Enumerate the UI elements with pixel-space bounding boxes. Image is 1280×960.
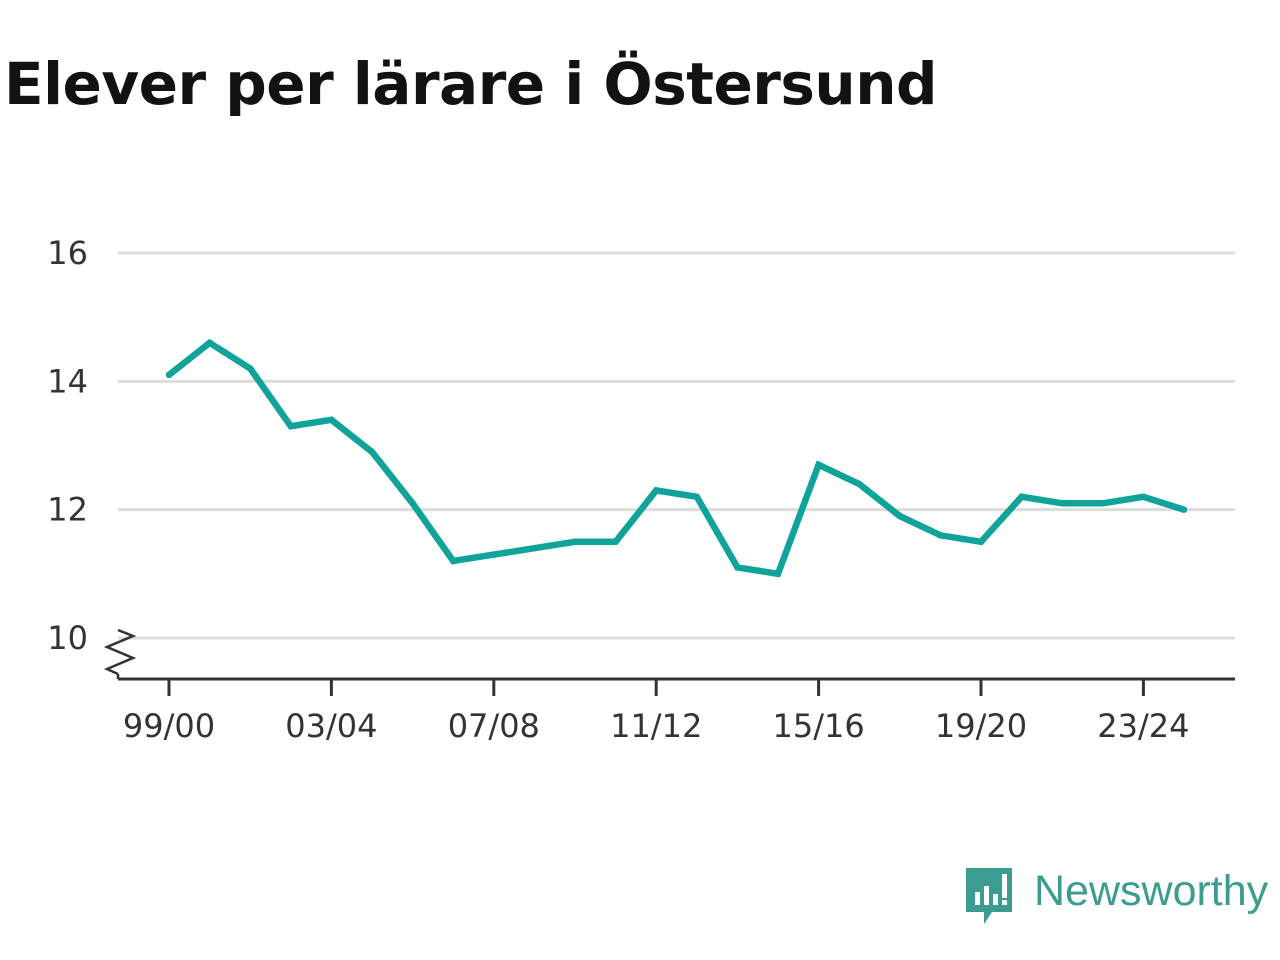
- data-point-06-07: [449, 557, 457, 565]
- data-point-01-02: [246, 365, 254, 372]
- brand-name: Newsworthy: [1034, 867, 1269, 915]
- series-line-0: [166, 338, 1185, 578]
- x-tick-label-23-24: 23/24: [1097, 707, 1189, 745]
- x-tick-label-07-08: 07/08: [448, 707, 540, 745]
- x-axis-tick-labels: 99/00 03/04 07/08 11/12 15/16 19/20 23/24: [123, 679, 1190, 745]
- y-tick-label-12: 12: [47, 491, 88, 529]
- data-point-04-05: [368, 448, 376, 456]
- data-point-22-23: [1099, 500, 1107, 507]
- gridlines: [118, 251, 1235, 640]
- data-point-16-17: [855, 480, 863, 488]
- data-point-05-06: [409, 500, 416, 507]
- data-point-02-03: [287, 423, 295, 430]
- data-point-99-00: [165, 371, 173, 379]
- data-point-13-14: [734, 564, 741, 571]
- x-axis: [103, 628, 1235, 681]
- x-tick-label-19-20: 19/20: [935, 707, 1027, 745]
- data-point-12-13: [693, 493, 701, 501]
- y-tick-label-10: 10: [47, 619, 88, 657]
- data-point-03-04: [328, 416, 335, 424]
- data-point-19-20: [977, 538, 985, 545]
- data-point-09-10: [571, 538, 579, 545]
- x-tick-label-15-16: 15/16: [772, 707, 864, 745]
- newsworthy-chart-bubble-icon: [966, 868, 1012, 924]
- data-point-00-01: [206, 339, 213, 347]
- y-tick-label-16: 16: [47, 234, 88, 272]
- y-tick-label-14: 14: [47, 362, 88, 400]
- x-tick-label-11-12: 11/12: [610, 707, 702, 745]
- data-point-07-08: [490, 551, 498, 558]
- data-point-20-21: [1018, 493, 1025, 501]
- chart-title: Elever per lärare i Östersund: [4, 50, 938, 118]
- data-point-23-24: [1140, 493, 1147, 501]
- y-axis-break-icon: [103, 628, 137, 676]
- data-point-10-11: [612, 538, 619, 545]
- data-point-21-22: [1058, 500, 1066, 507]
- x-tick-label-99-00: 99/00: [123, 707, 215, 745]
- data-point-14-15: [774, 570, 782, 578]
- data-point-24-25: [1180, 506, 1188, 513]
- newsworthy-logo: Newsworthy: [964, 864, 1280, 928]
- data-point-08-09: [531, 544, 538, 552]
- data-point-11-12: [652, 487, 660, 494]
- data-point-15-16: [815, 461, 822, 468]
- data-point-17-18: [896, 512, 904, 520]
- data-point-18-19: [937, 532, 944, 539]
- series-layer: [165, 338, 1188, 578]
- y-axis-tick-labels: 10 12 14 16: [47, 234, 88, 657]
- x-tick-label-03-04: 03/04: [285, 707, 377, 745]
